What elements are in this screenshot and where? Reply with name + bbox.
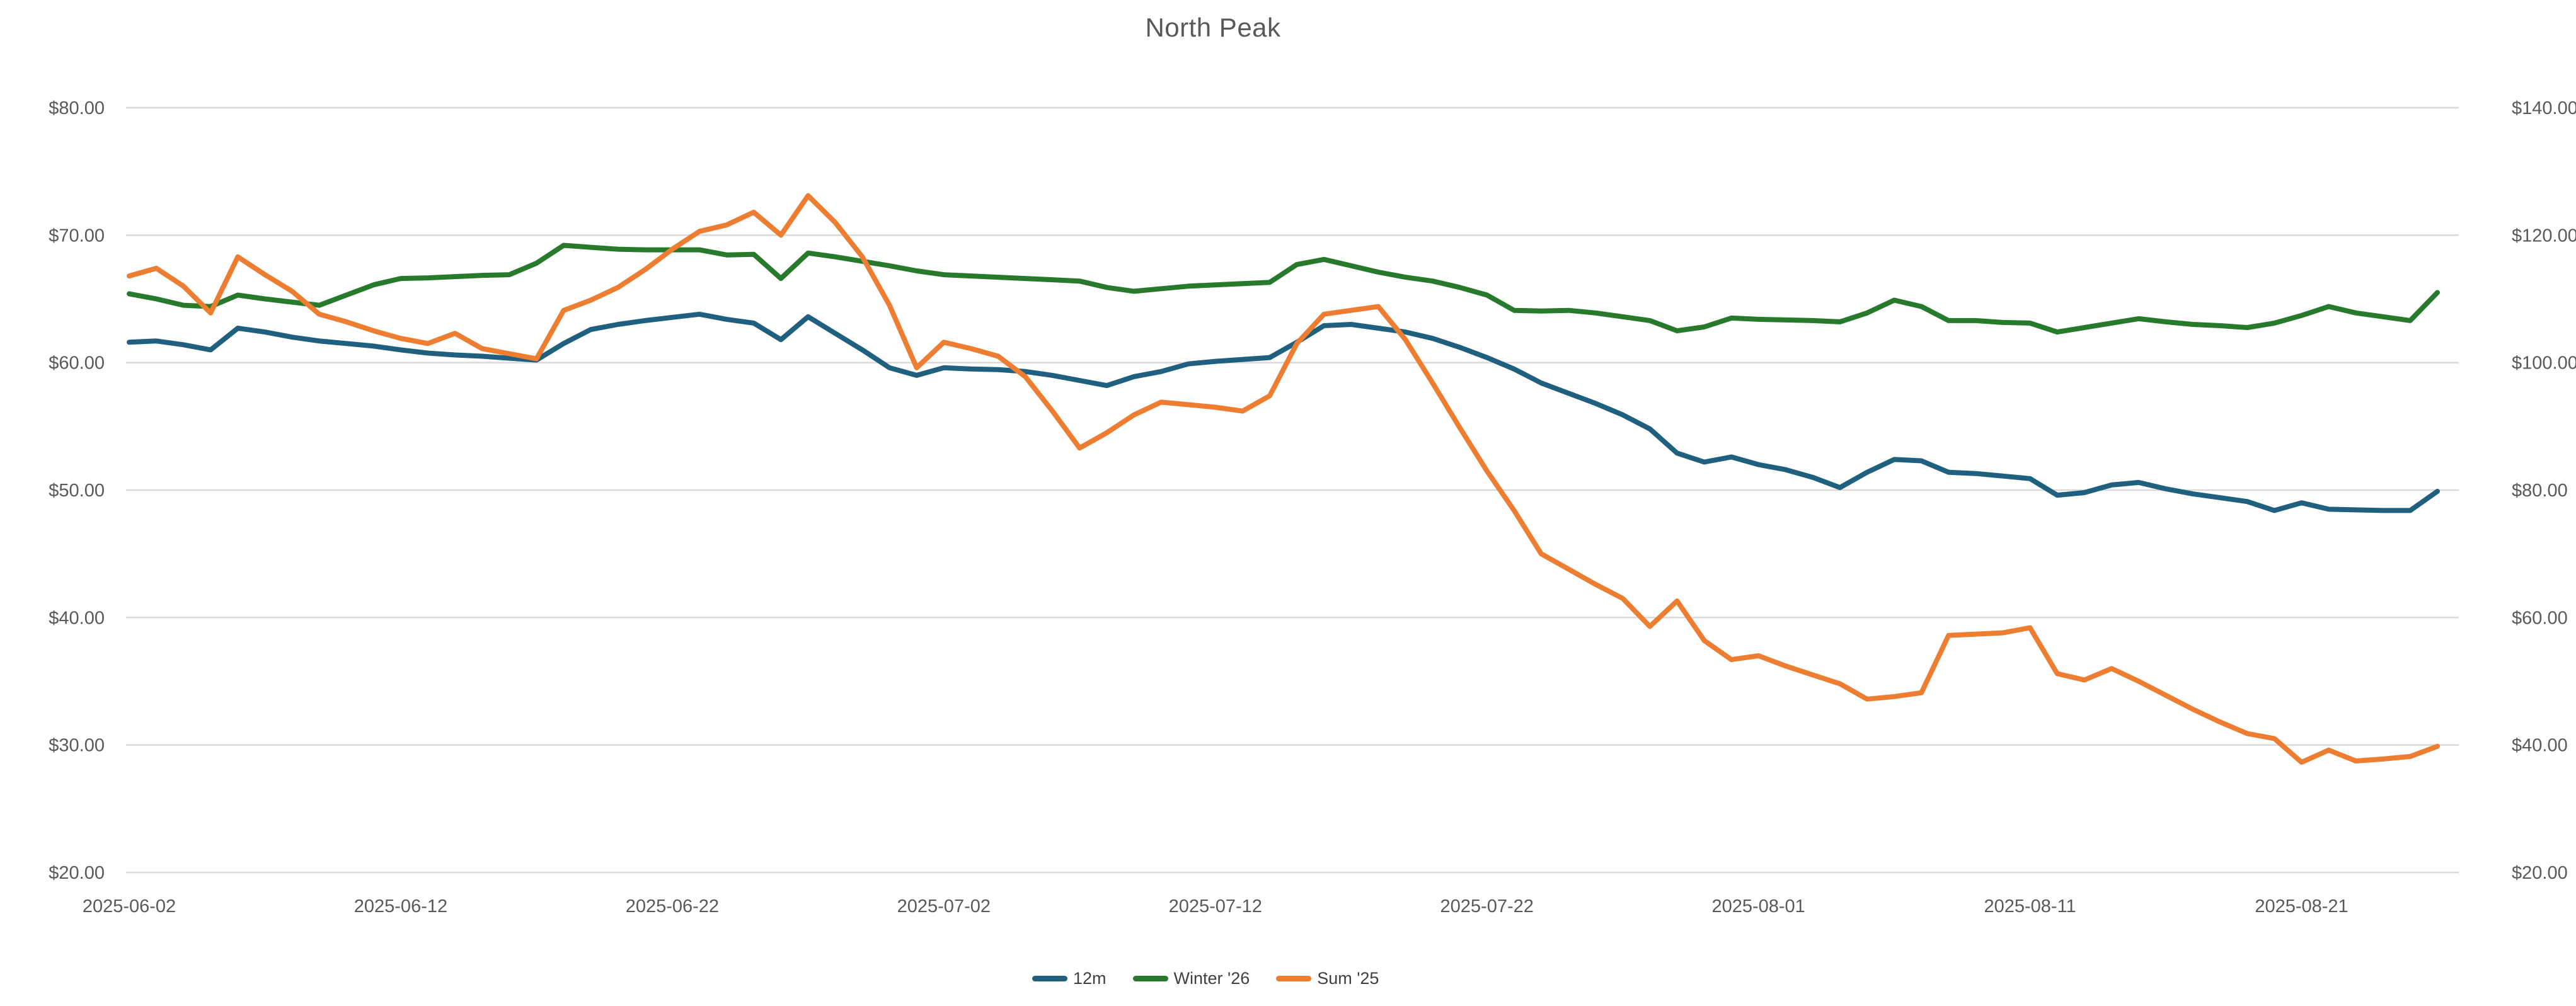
- legend-swatch-sum-25: [1276, 976, 1312, 981]
- series-line-sum-25[interactable]: [127, 193, 2440, 765]
- x-axis-tick-label: 2025-08-11: [1984, 896, 2076, 917]
- x-axis-tick-label: 2025-06-12: [354, 896, 447, 917]
- x-axis-tick-label: 2025-07-12: [1169, 896, 1262, 917]
- x-axis-tick-label: 2025-07-22: [1440, 896, 1534, 917]
- right-axis-tick-label: $120.00: [2512, 226, 2576, 246]
- right-axis-tick-label: $20.00: [2512, 863, 2568, 883]
- left-axis-tick-label: $70.00: [49, 226, 105, 246]
- legend-swatch-12m: [1032, 976, 1067, 981]
- legend: 12m Winter '26 Sum '25: [1032, 969, 1379, 988]
- legend-swatch-winter-26: [1132, 976, 1168, 981]
- left-axis-tick-label: $80.00: [49, 98, 105, 118]
- x-axis-tick-label: 2025-06-02: [83, 896, 176, 917]
- series-line-winter-26[interactable]: [127, 243, 2440, 335]
- left-axis-tick-label: $60.00: [49, 353, 105, 374]
- legend-label-winter-26: Winter '26: [1173, 969, 1250, 988]
- x-axis-tick-label: 2025-06-22: [626, 896, 719, 917]
- left-axis-tick-label: $20.00: [49, 863, 105, 883]
- right-axis-tick-label: $40.00: [2512, 736, 2568, 756]
- right-axis-tick-label: $100.00: [2512, 353, 2576, 374]
- legend-label-sum-25: Sum '25: [1317, 969, 1379, 988]
- left-axis-tick-label: $50.00: [49, 481, 105, 501]
- legend-item-12m[interactable]: 12m: [1032, 969, 1107, 988]
- right-axis-tick-label: $140.00: [2512, 98, 2576, 118]
- legend-item-sum-25[interactable]: Sum '25: [1276, 969, 1379, 988]
- right-axis-tick-label: $80.00: [2512, 481, 2568, 501]
- legend-item-winter-26[interactable]: Winter '26: [1132, 969, 1250, 988]
- left-axis-tick-label: $30.00: [49, 736, 105, 756]
- x-axis-tick-label: 2025-07-02: [897, 896, 991, 917]
- chart-title: North Peak: [1145, 13, 1281, 42]
- legend-label-12m: 12m: [1073, 969, 1107, 988]
- x-axis-tick-label: 2025-08-21: [2255, 896, 2348, 917]
- right-axis-tick-label: $60.00: [2512, 608, 2568, 628]
- x-axis-tick-label: 2025-08-01: [1711, 896, 1805, 917]
- series-line-12m[interactable]: [127, 311, 2440, 513]
- left-axis-tick-label: $40.00: [49, 608, 105, 628]
